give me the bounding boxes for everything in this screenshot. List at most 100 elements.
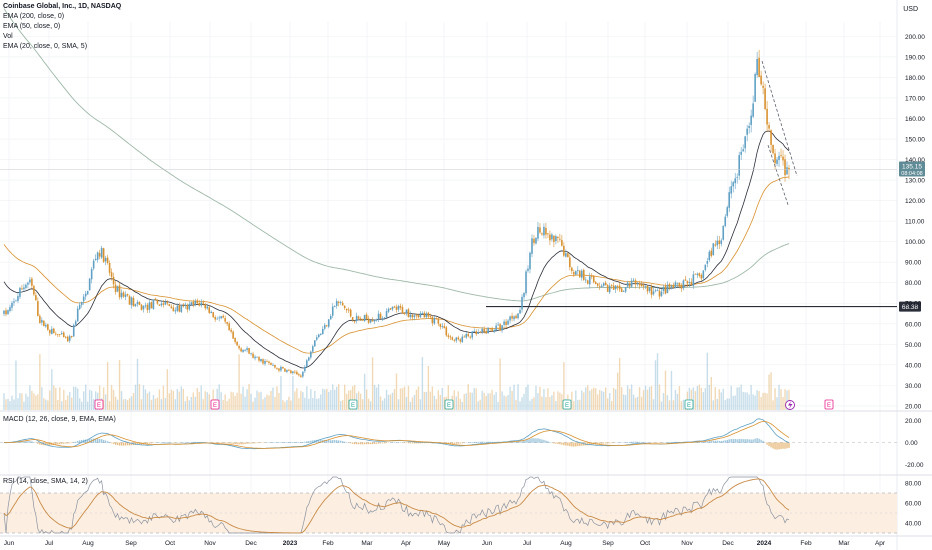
candle-body: [569, 257, 571, 268]
candle: [503, 319, 505, 327]
candle: [760, 70, 762, 86]
macd-legend[interactable]: MACD (12, 26, close, 9, EMA, EMA): [3, 416, 116, 423]
macd-histogram-bar: [112, 442, 115, 445]
support-level-label: 68.38: [902, 304, 919, 311]
macd-histogram-bar: [96, 438, 99, 443]
legend-ema50[interactable]: EMA (50, close, 0): [3, 23, 61, 30]
macd-histogram-bar: [413, 442, 416, 444]
candle: [698, 272, 701, 278]
candle-body: [754, 74, 756, 102]
candle: [204, 303, 207, 311]
candle-body: [415, 314, 418, 316]
volume-bar: [280, 375, 282, 410]
macd-histogram-bar: [302, 441, 304, 443]
volume-bar: [660, 401, 663, 410]
macd-histogram-bar: [581, 442, 583, 446]
candle-body: [780, 155, 782, 156]
candle: [746, 124, 748, 142]
candle: [413, 314, 416, 321]
volume-bar: [473, 387, 475, 410]
candle-body: [172, 307, 175, 312]
candle: [304, 365, 306, 373]
candle: [192, 299, 195, 308]
volume-bar: [437, 390, 440, 410]
legend-vol[interactable]: Vol: [3, 33, 13, 40]
volume-bar: [246, 389, 248, 410]
earnings-marker[interactable]: E: [94, 399, 104, 410]
candle-body: [51, 328, 53, 334]
candle: [286, 369, 288, 374]
legend-ema20[interactable]: EMA (20, close, 0, SMA, 5): [3, 43, 88, 50]
volume-bar: [547, 388, 549, 410]
volume-bar: [499, 358, 501, 410]
candle: [244, 348, 246, 352]
volume-bar: [419, 399, 422, 410]
volume-bar: [320, 394, 322, 410]
candle-body: [499, 324, 501, 331]
candle-body: [84, 293, 87, 297]
earnings-marker[interactable]: E: [824, 399, 834, 410]
candle-body: [198, 302, 201, 306]
candle-body: [760, 75, 762, 85]
volume-bar: [736, 387, 738, 410]
macd-histogram-bar: [367, 442, 370, 445]
candle: [483, 326, 485, 334]
earnings-marker[interactable]: E: [684, 399, 694, 410]
macd-histogram-bar: [377, 442, 380, 444]
macd-histogram-bar: [246, 442, 248, 444]
candle-body: [306, 360, 308, 368]
candle-body: [321, 328, 324, 335]
candle-body: [98, 252, 101, 257]
earnings-marker[interactable]: E: [210, 399, 220, 410]
earnings-marker[interactable]: E: [348, 399, 358, 410]
candle-body: [411, 314, 414, 318]
macd-histogram-bar: [750, 439, 752, 443]
macd-histogram-bar: [573, 442, 575, 447]
candle-body: [688, 282, 691, 284]
volume-bar: [579, 399, 581, 410]
volume-bar: [180, 386, 183, 410]
candle-body: [535, 237, 537, 244]
candle-body: [551, 234, 553, 240]
candle-body: [451, 337, 454, 340]
candle-body: [684, 279, 687, 281]
candle-body: [9, 307, 11, 311]
volume-bar: [708, 384, 711, 410]
currency-label: USD: [903, 6, 918, 13]
candle: [349, 308, 352, 318]
candle-body: [126, 293, 129, 296]
candle-body: [782, 156, 784, 161]
candle-body: [124, 294, 127, 298]
rsi-legend[interactable]: RSI (14, close, SMA, 14, 2): [3, 478, 88, 485]
candle-body: [349, 309, 352, 317]
candle-body: [788, 167, 790, 170]
earnings-marker[interactable]: E: [562, 399, 572, 410]
candle: [650, 284, 653, 299]
candle: [68, 334, 71, 344]
candle: [674, 280, 677, 289]
candle: [740, 147, 742, 161]
candle: [515, 314, 517, 319]
candle: [748, 122, 750, 134]
candle-body: [212, 312, 215, 318]
volume-bar: [636, 396, 639, 410]
macd-histogram-bar: [73, 442, 75, 443]
candle: [588, 272, 591, 289]
candle-body: [638, 283, 641, 286]
earnings-marker[interactable]: E: [444, 399, 454, 410]
candle: [56, 333, 59, 338]
candle: [736, 173, 738, 184]
candle-body: [148, 302, 151, 310]
candle: [288, 369, 290, 372]
legend-ema200[interactable]: EMA (200, close, 0): [3, 13, 65, 20]
macd-histogram-bar: [752, 439, 754, 443]
macd-histogram-bar: [449, 442, 451, 444]
macd-histogram-bar: [698, 441, 701, 443]
candle: [678, 282, 681, 289]
candle-body: [461, 336, 464, 342]
price-tick-label: 30.00: [905, 383, 922, 390]
candle: [226, 321, 228, 326]
candle-body: [686, 280, 689, 284]
volume-bar: [138, 384, 141, 410]
